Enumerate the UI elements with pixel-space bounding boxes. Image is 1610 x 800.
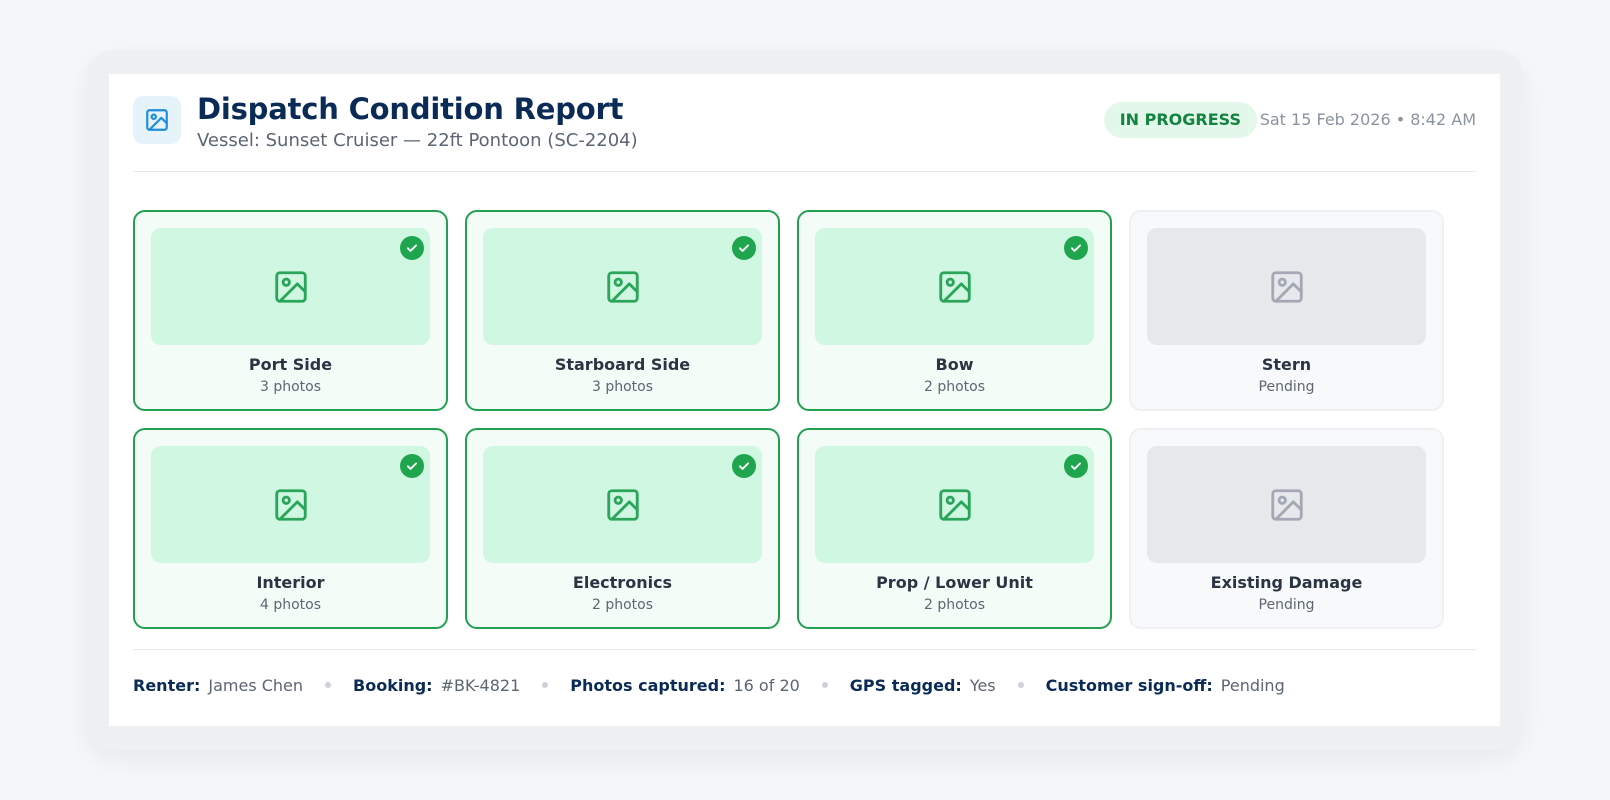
photo-thumbnail[interactable] xyxy=(815,446,1094,563)
section-tile-bow[interactable]: Bow 2 photos xyxy=(797,210,1112,411)
section-name: Interior xyxy=(256,573,325,592)
booking-label: Booking: xyxy=(353,675,433,695)
section-grid: Port Side 3 photos Starboard Side 3 photos B… xyxy=(133,210,1476,629)
section-detail: Pending xyxy=(1258,597,1315,613)
section-name: Prop / Lower Unit xyxy=(876,573,1033,592)
image-icon xyxy=(133,96,181,144)
gps-value: Yes xyxy=(969,675,996,695)
check-icon xyxy=(1064,454,1088,478)
section-name: Port Side xyxy=(248,355,333,374)
section-name: Existing Damage xyxy=(1210,573,1363,592)
booking-field: Booking: #BK-4821 xyxy=(353,676,520,695)
section-detail: 2 photos xyxy=(923,597,986,613)
photo-thumbnail[interactable] xyxy=(151,228,430,345)
photo-thumbnail[interactable] xyxy=(483,228,762,345)
report-timestamp: Sat 15 Feb 2026 • 8:42 AM xyxy=(1259,110,1476,129)
section-name: Stern xyxy=(1261,355,1312,374)
signoff-field: Customer sign-off: Pending xyxy=(1046,676,1285,695)
booking-value: #BK-4821 xyxy=(440,675,521,695)
status-badge: IN PROGRESS xyxy=(1103,102,1257,138)
check-icon xyxy=(400,454,424,478)
report-header: Dispatch Condition Report Vessel: Sunset… xyxy=(133,92,1476,152)
section-detail: 2 photos xyxy=(923,379,986,395)
section-tile-port-side[interactable]: Port Side 3 photos xyxy=(133,210,448,411)
section-tile-starboard-side[interactable]: Starboard Side 3 photos xyxy=(465,210,780,411)
page-title: Dispatch Condition Report xyxy=(197,92,624,126)
section-detail: 4 photos xyxy=(259,597,322,613)
image-placeholder-icon xyxy=(1268,486,1306,524)
section-name: Electronics xyxy=(572,573,673,592)
image-placeholder-icon xyxy=(272,486,310,524)
signoff-label: Customer sign-off: xyxy=(1045,675,1213,695)
section-name: Starboard Side xyxy=(554,355,691,374)
report-card: Dispatch Condition Report Vessel: Sunset… xyxy=(109,74,1500,726)
section-detail: 3 photos xyxy=(259,379,322,395)
gps-label: GPS tagged: xyxy=(849,675,962,695)
section-name: Bow xyxy=(935,355,974,374)
photo-thumbnail[interactable] xyxy=(1147,446,1426,563)
renter-value: James Chen xyxy=(208,675,304,695)
check-icon xyxy=(1064,236,1088,260)
signoff-value: Pending xyxy=(1220,675,1285,695)
photo-thumbnail[interactable] xyxy=(151,446,430,563)
vessel-subtitle: Vessel: Sunset Cruiser — 22ft Pontoon (S… xyxy=(197,130,638,151)
photo-thumbnail[interactable] xyxy=(483,446,762,563)
renter-field: Renter: James Chen xyxy=(133,676,303,695)
section-detail: 3 photos xyxy=(591,379,654,395)
section-tile-electronics[interactable]: Electronics 2 photos xyxy=(465,428,780,629)
photos-label: Photos captured: xyxy=(570,675,726,695)
report-footer: Renter: James Chen Booking: #BK-4821 Pho… xyxy=(133,670,1476,700)
section-tile-prop-lower-unit[interactable]: Prop / Lower Unit 2 photos xyxy=(797,428,1112,629)
photo-thumbnail[interactable] xyxy=(815,228,1094,345)
section-tile-stern[interactable]: Stern Pending xyxy=(1129,210,1444,411)
image-placeholder-icon xyxy=(272,268,310,306)
image-placeholder-icon xyxy=(604,268,642,306)
check-icon xyxy=(732,236,756,260)
separator-dot xyxy=(821,682,828,688)
gps-field: GPS tagged: Yes xyxy=(850,676,996,695)
section-tile-interior[interactable]: Interior 4 photos xyxy=(133,428,448,629)
footer-divider xyxy=(133,649,1476,650)
photo-thumbnail[interactable] xyxy=(1147,228,1426,345)
header-divider xyxy=(133,171,1476,172)
image-placeholder-icon xyxy=(936,486,974,524)
separator-dot xyxy=(325,682,332,688)
photos-value: 16 of 20 xyxy=(733,675,800,695)
section-detail: 2 photos xyxy=(591,597,654,613)
section-tile-existing-damage[interactable]: Existing Damage Pending xyxy=(1129,428,1444,629)
image-placeholder-icon xyxy=(1268,268,1306,306)
check-icon xyxy=(732,454,756,478)
renter-label: Renter: xyxy=(133,675,201,695)
section-detail: Pending xyxy=(1258,379,1315,395)
separator-dot xyxy=(1017,682,1024,688)
check-icon xyxy=(400,236,424,260)
photos-field: Photos captured: 16 of 20 xyxy=(570,676,800,695)
separator-dot xyxy=(542,682,549,688)
image-placeholder-icon xyxy=(604,486,642,524)
image-placeholder-icon xyxy=(936,268,974,306)
